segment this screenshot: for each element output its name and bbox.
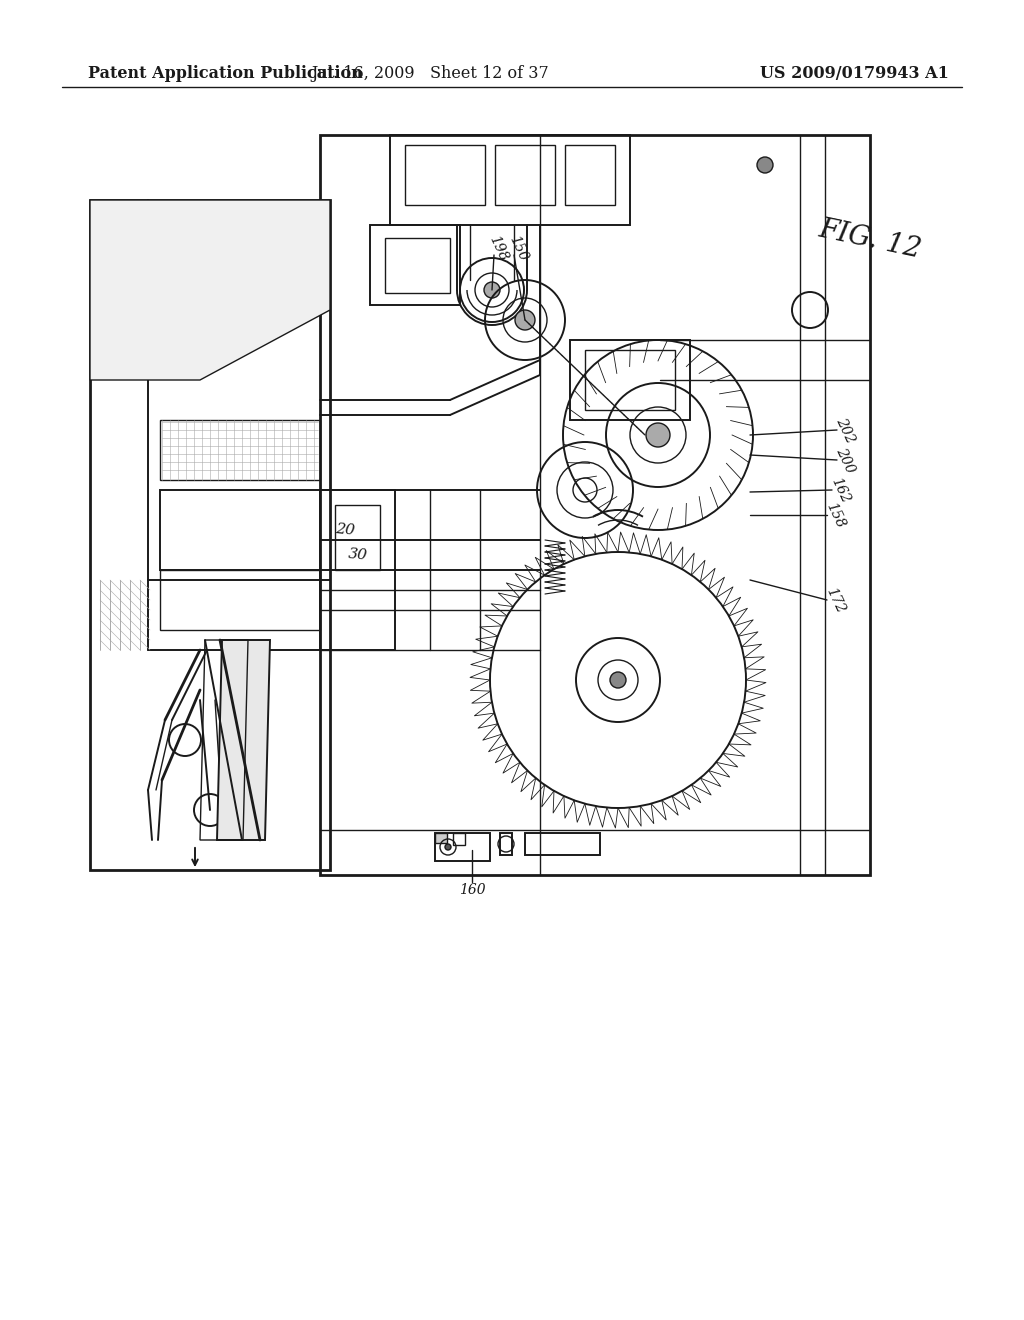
Text: 150: 150 xyxy=(506,232,530,263)
Polygon shape xyxy=(217,640,270,840)
Circle shape xyxy=(445,843,451,850)
Text: 198: 198 xyxy=(486,232,510,263)
Text: US 2009/0179943 A1: US 2009/0179943 A1 xyxy=(760,65,949,82)
Bar xyxy=(565,145,615,205)
Bar xyxy=(90,201,330,870)
Bar xyxy=(525,833,600,855)
Text: 202: 202 xyxy=(834,414,857,445)
Text: 172: 172 xyxy=(823,585,847,615)
Bar xyxy=(370,224,460,305)
Circle shape xyxy=(757,157,773,173)
Bar xyxy=(160,420,319,480)
Text: 20: 20 xyxy=(335,523,355,537)
Bar xyxy=(570,341,690,420)
Text: FIG. 12: FIG. 12 xyxy=(816,216,924,264)
Text: 162: 162 xyxy=(828,475,852,506)
Circle shape xyxy=(646,422,670,447)
Text: 160: 160 xyxy=(459,883,485,898)
Bar xyxy=(335,506,380,570)
Bar xyxy=(160,570,319,630)
Text: Patent Application Publication: Patent Application Publication xyxy=(88,65,362,82)
Bar xyxy=(406,145,485,205)
Bar xyxy=(453,833,465,845)
Bar xyxy=(319,135,870,875)
Bar xyxy=(319,490,395,649)
Text: 200: 200 xyxy=(834,445,857,475)
Polygon shape xyxy=(90,201,330,380)
Bar xyxy=(585,350,675,411)
Bar xyxy=(495,145,555,205)
Circle shape xyxy=(610,672,626,688)
Text: 158: 158 xyxy=(823,500,847,531)
Circle shape xyxy=(515,310,535,330)
Circle shape xyxy=(484,282,500,298)
Bar xyxy=(435,833,490,861)
Text: Jul. 16, 2009   Sheet 12 of 37: Jul. 16, 2009 Sheet 12 of 37 xyxy=(311,65,549,82)
Text: 30: 30 xyxy=(348,548,369,562)
Bar xyxy=(160,490,319,570)
Bar xyxy=(435,833,447,843)
Bar xyxy=(385,238,450,293)
Bar xyxy=(500,833,512,855)
Bar xyxy=(390,135,630,224)
